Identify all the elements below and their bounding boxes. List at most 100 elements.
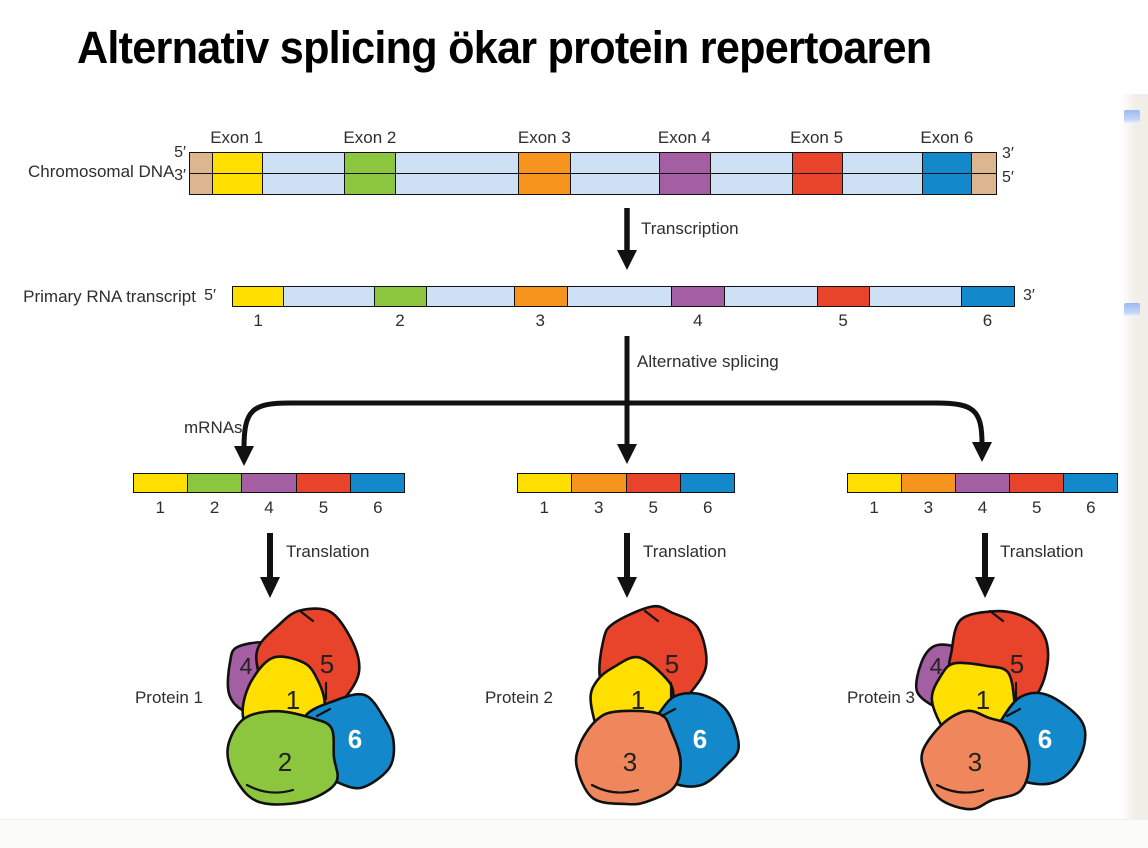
dna-left-bottom-prime: 3′ bbox=[174, 167, 186, 184]
splice-arrowhead-center bbox=[617, 444, 637, 464]
rna-transcript-label: Primary RNA transcript bbox=[23, 287, 196, 306]
mrna1-exon-6 bbox=[349, 474, 405, 492]
rna-exon-2 bbox=[373, 287, 427, 306]
domain-3-crease-1 bbox=[935, 783, 985, 794]
mrna1-number-6: 6 bbox=[373, 498, 383, 517]
domain-number-2: 2 bbox=[278, 747, 292, 777]
mrna-numbers-3: 1 3 4 5 6 bbox=[847, 498, 1118, 518]
rna-exon-5 bbox=[817, 287, 870, 306]
rna-exon-6 bbox=[960, 287, 1015, 306]
translation-label-3: Translation bbox=[1000, 542, 1084, 561]
domain-number-3: 3 bbox=[623, 747, 637, 777]
mrna3-exon-6 bbox=[1063, 474, 1117, 492]
chromosomal-dna-bar bbox=[189, 152, 997, 195]
translation-arrowhead-2 bbox=[617, 577, 637, 598]
mrna-bar-3 bbox=[847, 473, 1118, 493]
domain-2-crease-1 bbox=[245, 783, 295, 794]
alternative-splicing-label: Alternative splicing bbox=[637, 352, 779, 371]
transcription-arrowhead bbox=[617, 250, 637, 270]
domain-number-3: 3 bbox=[968, 747, 982, 777]
rna-exon-number-5: 5 bbox=[838, 311, 848, 330]
domain-number-4: 4 bbox=[930, 653, 943, 679]
domain-number-5: 5 bbox=[320, 649, 334, 679]
dna-right-top-prime: 3′ bbox=[1002, 145, 1014, 162]
domain-5-crease-1 bbox=[988, 609, 1005, 623]
mrna1-exon-1 bbox=[134, 474, 188, 492]
domain-number-1: 1 bbox=[631, 685, 645, 715]
mrna2-number-6: 6 bbox=[703, 498, 713, 517]
rna-five-prime: 5′ bbox=[204, 287, 216, 304]
protein-domain-3 bbox=[920, 709, 1031, 811]
mrna3-number-1: 1 bbox=[869, 498, 879, 517]
domain-5-crease-1 bbox=[643, 609, 660, 623]
translation-arrowhead-3 bbox=[975, 577, 995, 598]
protein-structure-2: 51 6 3 bbox=[574, 604, 741, 806]
mrna1-number-1: 1 bbox=[155, 498, 165, 517]
mrna3-number-4: 4 bbox=[977, 498, 988, 517]
rna-intron bbox=[426, 287, 514, 306]
mrna1-exon-4 bbox=[241, 474, 296, 492]
bottom-edge-strip bbox=[0, 819, 1148, 848]
sidebar-thumbnail-marker-2[interactable] bbox=[1124, 303, 1140, 316]
dna-exon-label-6: Exon 6 bbox=[920, 128, 974, 147]
domain-number-1: 1 bbox=[286, 685, 300, 715]
dna-strand-divider bbox=[190, 172, 996, 175]
protein-structure-1: 4 51 6 2 bbox=[226, 607, 396, 806]
mrna2-exon-6 bbox=[679, 474, 734, 492]
mrna3-exon-4 bbox=[955, 474, 1009, 492]
mrna3-exon-5 bbox=[1009, 474, 1063, 492]
domain-3-crease-1 bbox=[590, 783, 640, 794]
domain-number-6: 6 bbox=[1038, 724, 1052, 754]
rna-exon-number-4: 4 bbox=[693, 311, 703, 330]
mrna1-number-5: 5 bbox=[318, 498, 329, 517]
dna-exon-label-4: Exon 4 bbox=[657, 128, 711, 147]
splice-arrowhead-left bbox=[234, 446, 254, 466]
mrna2-exon-3 bbox=[571, 474, 626, 492]
domain-6-crease-1 bbox=[1005, 707, 1022, 718]
rna-exon-number-1: 1 bbox=[253, 311, 263, 330]
mrna2-number-5: 5 bbox=[648, 498, 658, 517]
mrna3-exon-3 bbox=[901, 474, 955, 492]
mrna-bar-1 bbox=[133, 473, 405, 493]
mrna1-number-4: 4 bbox=[264, 498, 274, 517]
right-edge-panel bbox=[1121, 94, 1148, 848]
mrna3-number-3: 3 bbox=[923, 498, 934, 517]
rna-exon-number-6: 6 bbox=[982, 311, 993, 330]
domain-number-5: 5 bbox=[665, 649, 679, 679]
mrna3-number-5: 5 bbox=[1031, 498, 1042, 517]
sidebar-thumbnail-marker-1[interactable] bbox=[1124, 110, 1140, 123]
domain-number-5: 5 bbox=[1010, 649, 1024, 679]
translation-arrowhead-1 bbox=[260, 577, 280, 598]
dna-right-bottom-prime: 5′ bbox=[1002, 169, 1014, 186]
dna-exon-label-2: Exon 2 bbox=[343, 128, 397, 147]
domain-number-6: 6 bbox=[348, 724, 362, 754]
mrna1-exon-5 bbox=[295, 474, 350, 492]
protein-domain-2 bbox=[226, 709, 339, 806]
rna-three-prime: 3′ bbox=[1023, 287, 1035, 304]
splice-arrowhead-right bbox=[972, 442, 992, 462]
rna-intron bbox=[566, 287, 672, 306]
mrna2-exon-1 bbox=[518, 474, 572, 492]
primary-rna-bar bbox=[232, 286, 1015, 307]
domain-number-6: 6 bbox=[693, 724, 707, 754]
rna-exon-4 bbox=[671, 287, 725, 306]
domain-number-4: 4 bbox=[240, 653, 253, 679]
rna-exon-number-2: 2 bbox=[395, 311, 405, 330]
rna-intron bbox=[724, 287, 818, 306]
mrna3-number-6: 6 bbox=[1086, 498, 1096, 517]
dna-exon-label-3: Exon 3 bbox=[517, 128, 571, 147]
rna-exon-3 bbox=[513, 287, 567, 306]
rna-intron bbox=[283, 287, 374, 306]
protein-domain-3 bbox=[574, 709, 682, 806]
dna-left-top-prime: 5′ bbox=[174, 144, 186, 161]
mrna2-number-1: 1 bbox=[539, 498, 549, 517]
domain-6-crease-1 bbox=[660, 707, 677, 718]
mrna2-number-3: 3 bbox=[594, 498, 604, 517]
protein-label-3: Protein 3 bbox=[846, 688, 915, 707]
rna-exon-1 bbox=[233, 287, 284, 306]
mrna1-exon-2 bbox=[187, 474, 242, 492]
rna-exon-number-3: 3 bbox=[535, 311, 546, 330]
protein-label-2: Protein 2 bbox=[484, 688, 553, 707]
rna-intron bbox=[869, 287, 961, 306]
